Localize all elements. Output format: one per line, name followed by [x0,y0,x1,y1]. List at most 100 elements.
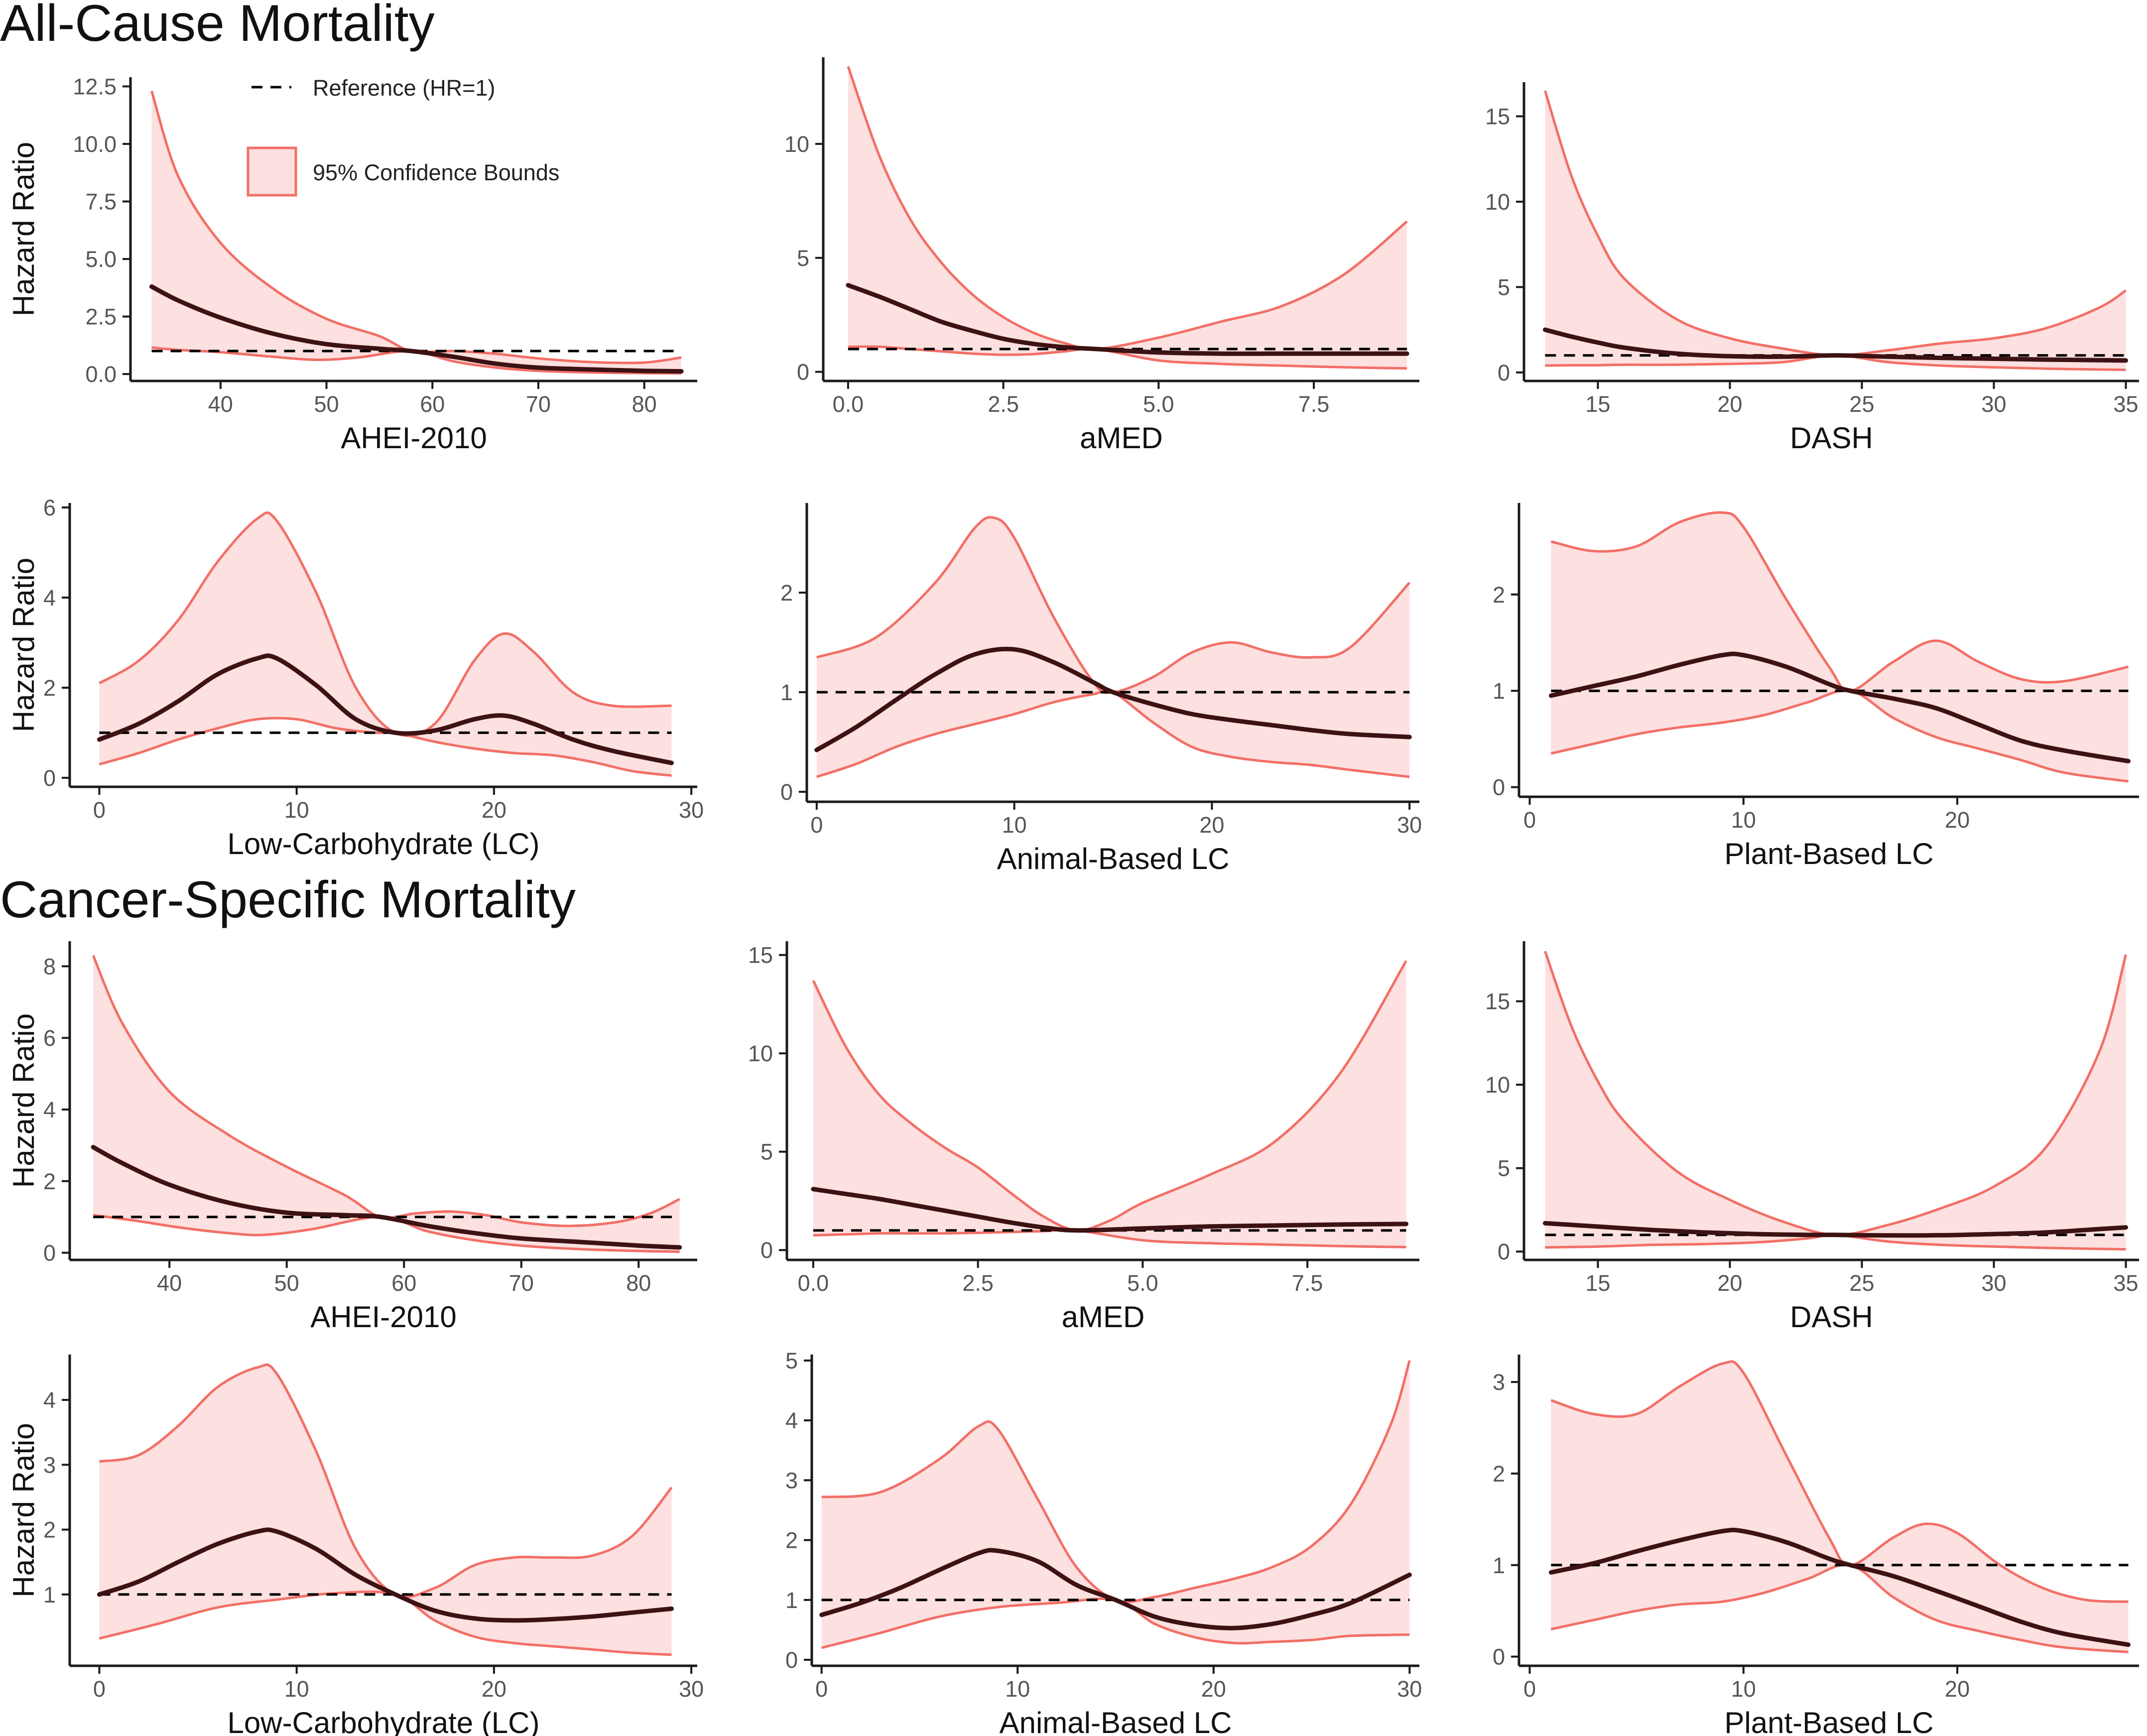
y-tick-label: 1 [1493,1553,1505,1578]
y-tick-label: 2 [43,1517,56,1543]
x-tick-label: 0 [810,812,823,838]
y-tick-label: 15 [1485,104,1510,129]
ci-upper-line [1550,511,2129,692]
x-tick-label: 10 [1002,812,1027,838]
hazard-ratio-line [1542,1221,2128,1238]
chart-panel-1: 40 50 60 70 80 0.0 2.5 5.0 7.5 10.0 12.5 AHEI-2010 H… [7,74,697,455]
x-tick-label: 50 [274,1270,299,1296]
hazard-ratio-line [846,283,1409,356]
x-tick-label: 80 [626,1270,651,1296]
y-tick-label: 0 [1498,1239,1510,1264]
y-tick-label: 1 [780,680,793,705]
ci-band [99,512,672,776]
ci-band [151,91,682,373]
x-tick-label: 2.5 [962,1270,994,1296]
ci-band [99,1364,672,1655]
ci-band [93,955,680,1252]
x-tick-label: 0 [93,797,106,823]
y-tick-label: 4 [43,585,56,611]
y-tick-label: 0 [780,779,793,805]
y-tick-label: 5 [1498,274,1510,300]
y-tick-label: 0.0 [85,362,117,387]
ci-band [1545,951,2126,1249]
ci-upper-line [150,90,682,365]
y-tick-label: 5 [760,1139,773,1165]
x-tick-label: 20 [1945,1676,1970,1702]
x-tick-label: 20 [1945,807,1970,833]
ci-upper-line [847,66,1408,351]
y-axis-label: Hazard Ratio [7,1013,40,1188]
ci-lower-line [99,1590,672,1656]
chart-panel-9: 15 20 25 30 35 0 5 10 15 DASH [1485,941,2139,1334]
x-axis-label: aMED [1062,1300,1145,1334]
y-tick-label: 0 [785,1647,798,1673]
chart-panel-10: 0 10 20 30 1 2 3 4 Low-Carbohydrate (LC) Hazard R… [7,1355,704,1736]
x-tick-label: 60 [391,1270,416,1296]
x-tick-label: 0 [93,1676,106,1702]
y-tick-label: 0 [1493,1644,1505,1670]
x-tick-label: 20 [1717,1270,1742,1296]
x-tick-label: 35 [2113,1270,2138,1296]
x-tick-label: 70 [526,391,551,417]
y-tick-label: 3 [785,1468,798,1493]
x-tick-label: 20 [1199,812,1224,838]
x-axis-label: Low-Carbohydrate (LC) [228,827,540,861]
y-tick-label: 5 [797,246,809,271]
x-axis-label: DASH [1790,1300,1873,1334]
ci-band [1545,91,2126,370]
section-title-all-cause: All-Cause Mortality [0,0,435,52]
chart-panel-6: 0 10 20 0 1 2 Plant-Based LC [1493,503,2139,870]
y-tick-label: 0 [1493,775,1505,800]
y-tick-label: 2 [1493,1461,1505,1487]
hazard-ratio-line [1542,327,2128,363]
x-tick-label: 25 [1849,391,1874,417]
y-tick-label: 10.0 [73,131,117,157]
y-tick-label: 0 [43,765,56,791]
y-tick-label: 2 [43,1169,56,1194]
x-tick-label: 30 [1981,1270,2006,1296]
ci-upper-line [821,1360,1411,1604]
legend-reference-label: Reference (HR=1) [313,75,495,101]
x-tick-label: 10 [1731,1676,1756,1702]
y-tick-label: 2 [1493,582,1505,608]
x-axis-label: Plant-Based LC [1724,1706,1933,1736]
ci-lower-line [821,1597,1410,1649]
legend: Reference (HR=1) 95% Confidence Bounds [247,75,559,197]
x-axis-label: DASH [1790,421,1873,455]
x-tick-label: 10 [1005,1676,1030,1702]
x-tick-label: 0.0 [833,391,864,417]
chart-panel-11: 0 10 20 30 0 1 2 3 4 5 Animal-Based LC [785,1348,1422,1736]
x-axis-label: Plant-Based LC [1724,837,1933,870]
y-tick-label: 0 [43,1240,56,1266]
y-tick-label: 5 [785,1348,798,1373]
x-tick-label: 10 [1731,807,1756,833]
y-tick-label: 6 [43,495,56,520]
y-tick-label: 2 [785,1528,798,1553]
y-tick-label: 10 [1485,1072,1510,1098]
y-tick-label: 2 [780,580,793,606]
hazard-ratio-line [149,284,684,374]
x-tick-label: 15 [1585,391,1610,417]
x-tick-label: 40 [208,391,233,417]
ci-upper-line [1544,951,2127,1237]
x-axis-label: AHEI-2010 [341,421,487,455]
x-tick-label: 70 [509,1270,534,1296]
y-tick-label: 3 [43,1452,56,1478]
x-tick-label: 15 [1585,1270,1610,1296]
y-tick-label: 4 [43,1097,56,1122]
x-tick-label: 20 [1717,391,1742,417]
hazard-ratio-line [814,646,1412,752]
x-tick-label: 80 [632,391,657,417]
chart-panels: 40 50 60 70 800.02.55.07.510.012.5AHEI-2010H… [7,57,2139,1736]
x-tick-label: 7.5 [1298,391,1330,417]
x-tick-label: 0 [815,1676,828,1702]
hazard-ratio-line [1548,1527,2131,1647]
x-tick-label: 50 [314,391,339,417]
y-tick-label: 4 [43,1387,56,1413]
x-tick-label: 30 [1397,812,1422,838]
ci-band [1551,1362,2129,1652]
y-tick-label: 1 [43,1582,56,1608]
ci-upper-line [1550,1360,2129,1603]
y-tick-label: 10 [748,1041,773,1066]
